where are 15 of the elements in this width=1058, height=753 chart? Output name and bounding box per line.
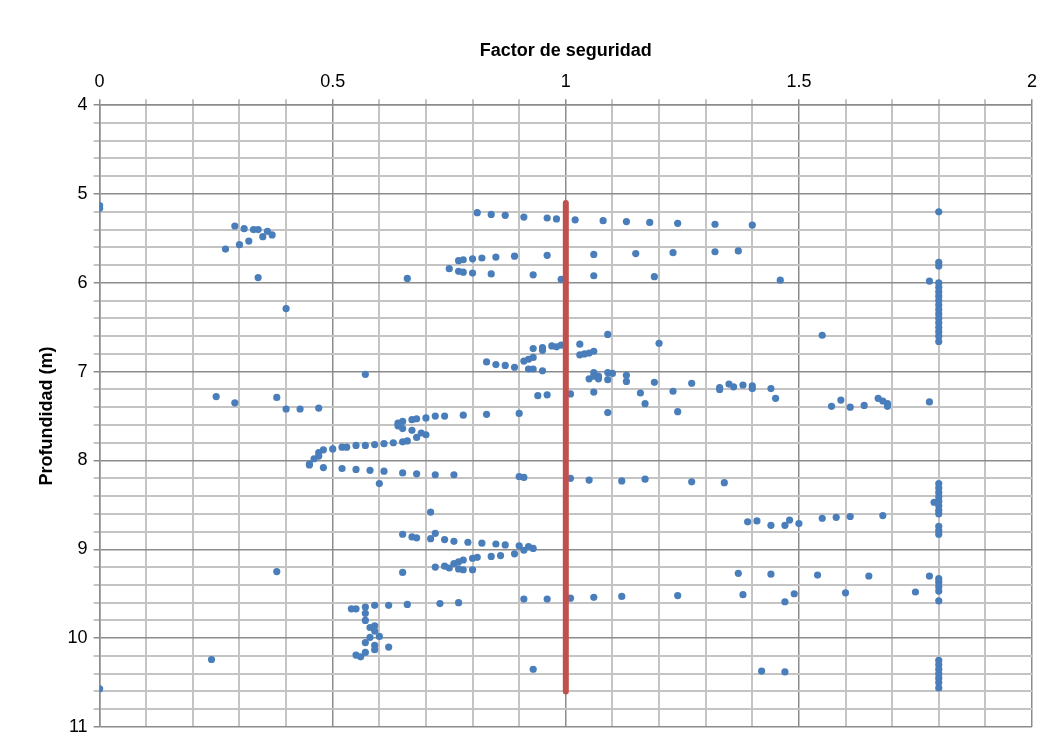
y-tick-label: 7 [77,360,88,381]
y-axis-title: Profundidad (m) [35,346,56,486]
y-tick-label: 4 [77,94,88,115]
x-tick-label: 0 [94,71,105,92]
x-tick-label: 2 [1026,71,1038,92]
y-tick-label: 10 [67,627,88,648]
y-tick-label: 6 [77,271,88,292]
y-tick-label: 11 [68,715,88,736]
y-tick-label: 9 [77,538,88,559]
x-axis-title: Factor de seguridad [479,39,652,60]
y-tick-label: 8 [77,449,88,470]
x-tick-label: 1 [560,71,571,92]
x-tick-label: 0.5 [320,71,346,92]
x-tick-label: 1.5 [786,71,812,92]
y-tick-label: 5 [77,183,88,203]
